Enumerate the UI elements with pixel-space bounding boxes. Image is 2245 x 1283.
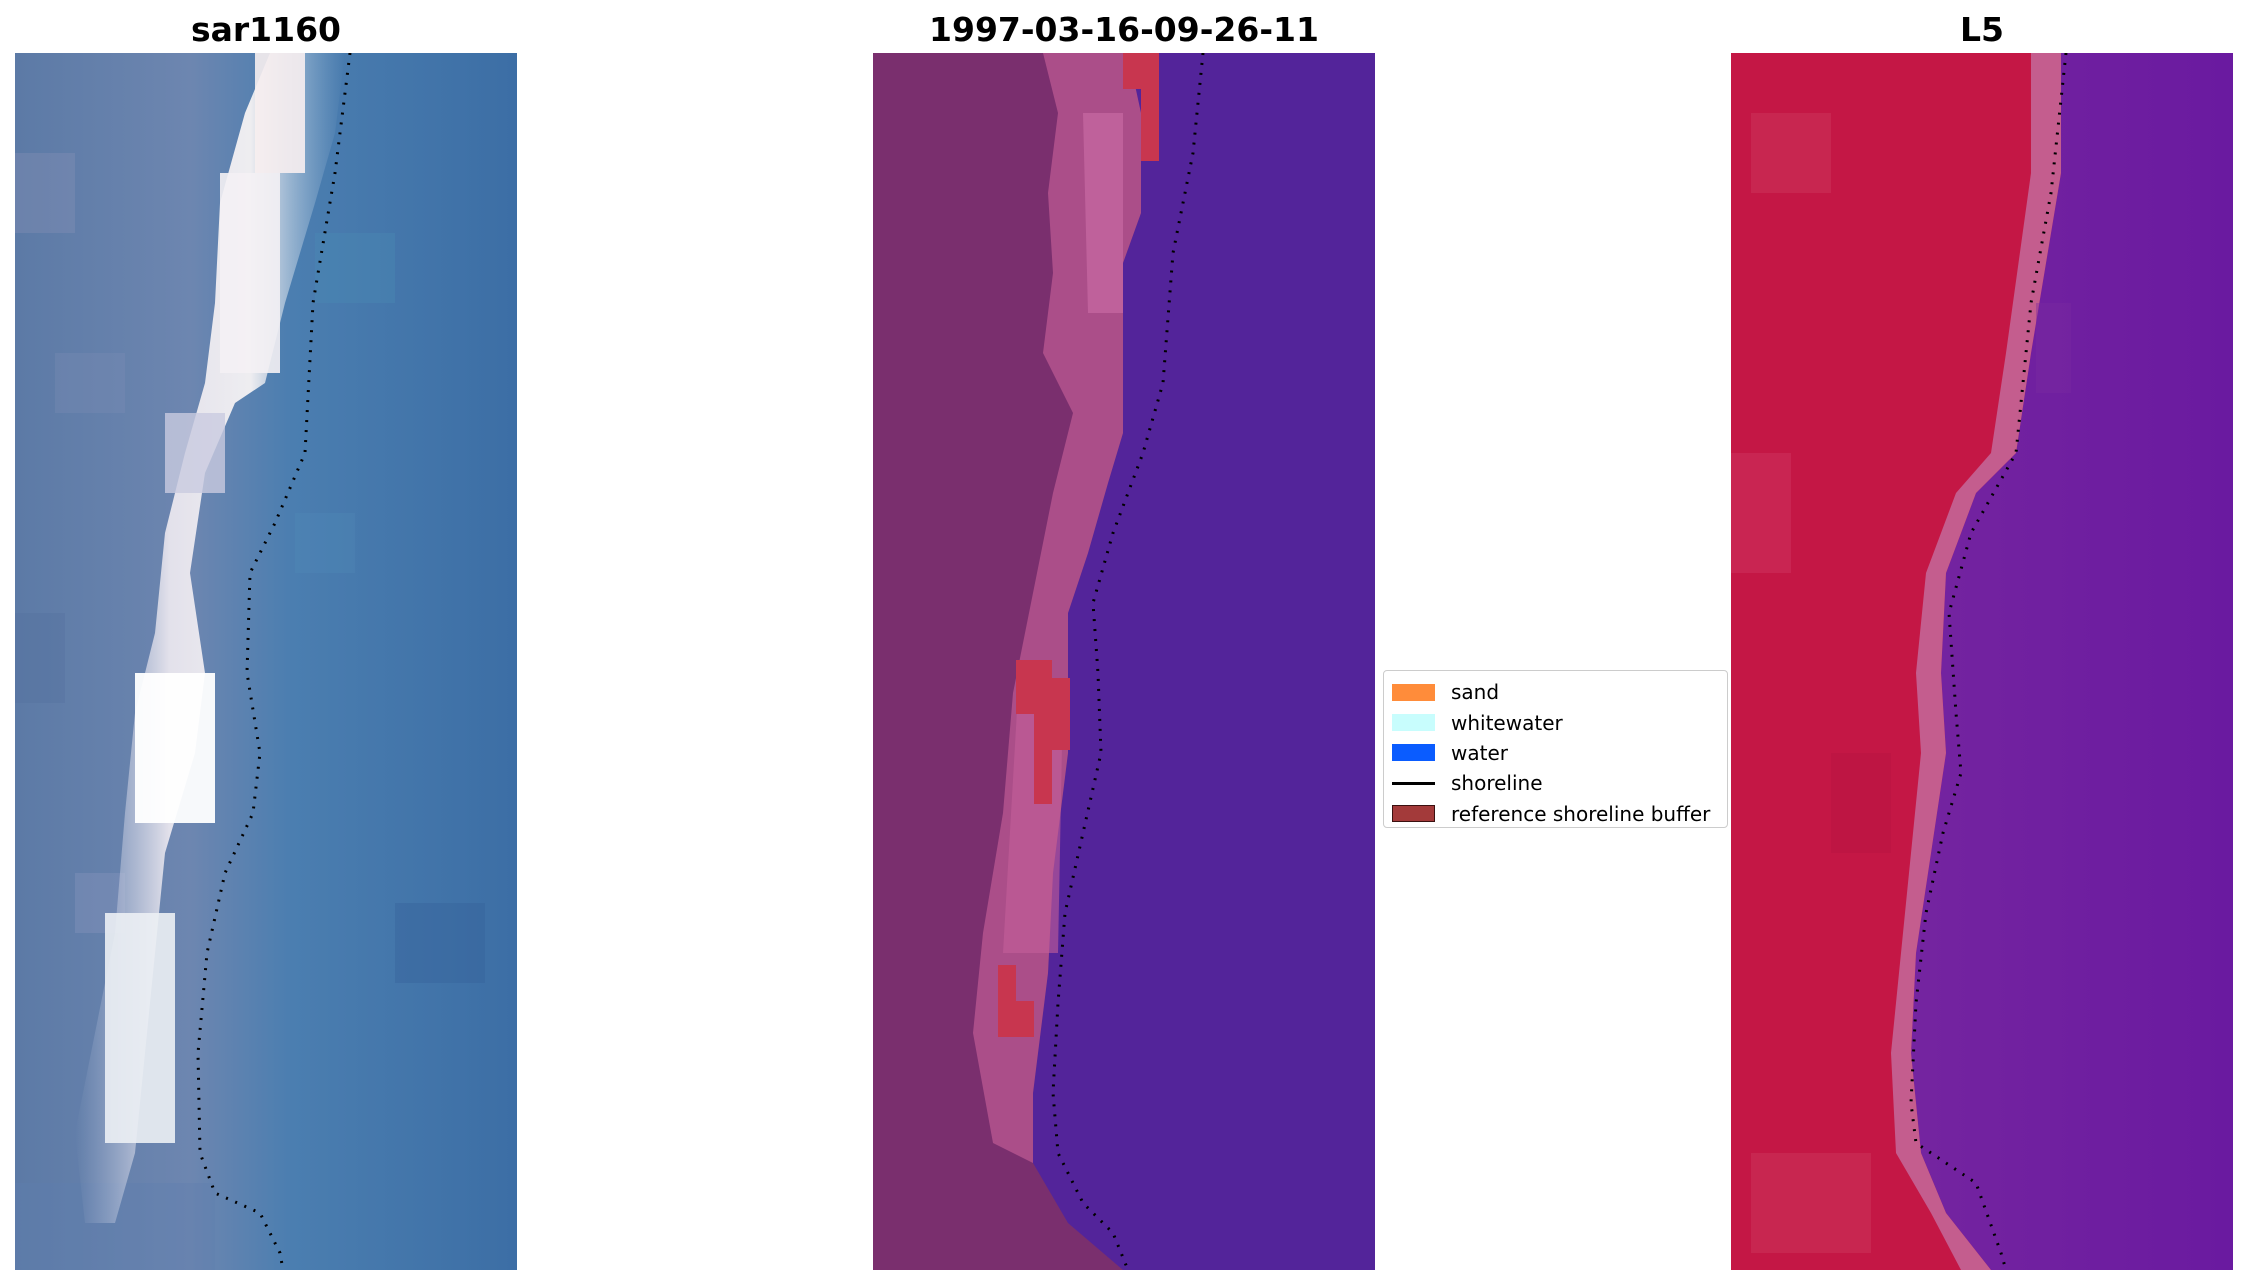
classification-panel <box>873 53 1375 1270</box>
legend-swatch-water <box>1392 744 1435 762</box>
legend-item-reference-buffer: reference shoreline buffer <box>1384 799 1727 829</box>
legend-swatch-whitewater <box>1392 714 1435 732</box>
legend-item-sand: sand <box>1384 677 1727 707</box>
legend-item-whitewater: whitewater <box>1384 707 1727 737</box>
rgb-image-panel <box>15 53 517 1270</box>
legend-label: reference shoreline buffer <box>1451 801 1711 826</box>
index-panel <box>1731 53 2233 1270</box>
legend-label: water <box>1451 740 1508 765</box>
legend-line-shoreline <box>1392 781 1435 785</box>
legend-swatch-reference-buffer <box>1392 805 1435 823</box>
legend-item-shoreline: shoreline <box>1384 768 1727 798</box>
legend-label: shoreline <box>1451 771 1543 796</box>
panel-title-rgb: sar1160 <box>190 10 342 49</box>
rgb-satellite-image <box>15 53 517 1270</box>
index-image <box>1731 53 2233 1270</box>
panel-title-index: L5 <box>1960 10 2004 49</box>
legend-label: sand <box>1451 680 1500 705</box>
legend-item-water: water <box>1384 738 1727 768</box>
panel-title-classification: 1997-03-16-09-26-11 <box>929 10 1319 49</box>
legend: sand whitewater water shoreline referenc… <box>1383 670 1728 828</box>
legend-label: whitewater <box>1451 710 1563 735</box>
legend-swatch-sand <box>1392 683 1435 701</box>
shoreline-line <box>1909 53 2068 1270</box>
classification-image <box>873 53 1375 1270</box>
